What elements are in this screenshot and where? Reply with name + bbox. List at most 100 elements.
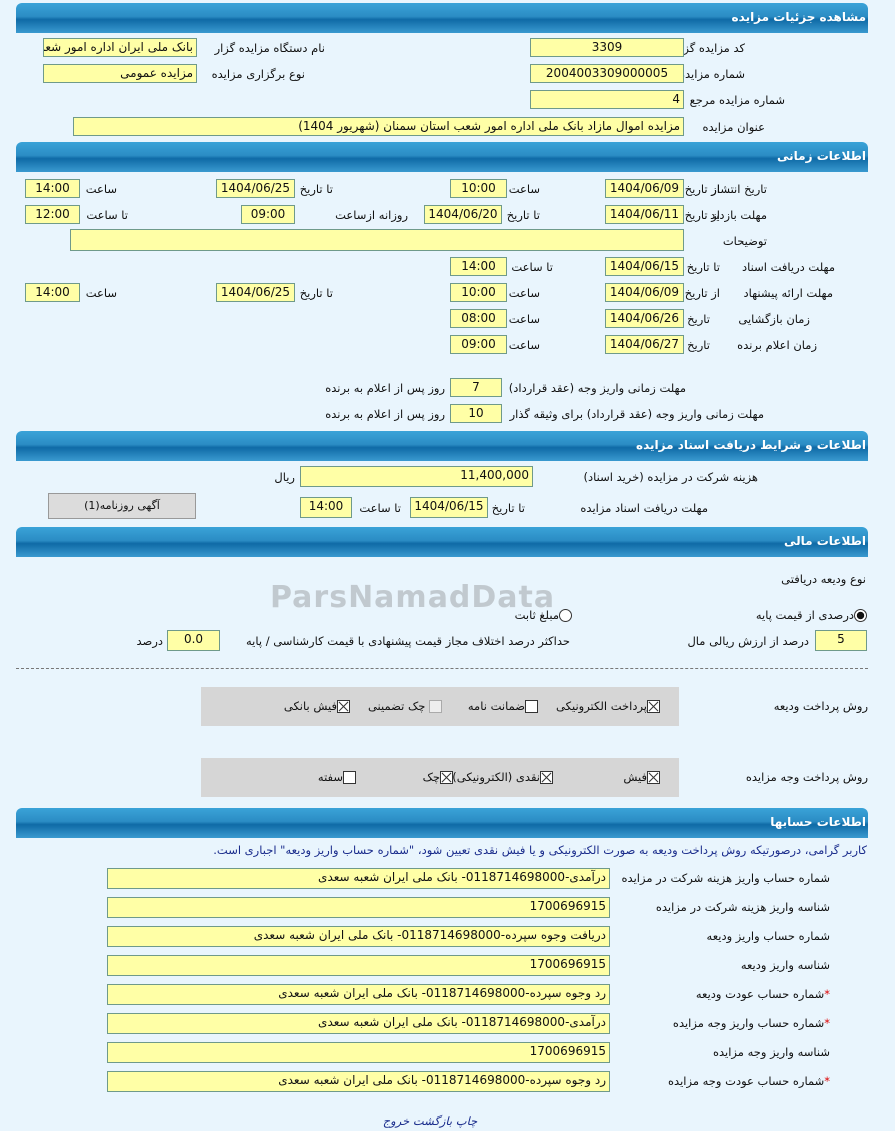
checkbox-icon[interactable] xyxy=(540,771,553,784)
checkbox-icon[interactable] xyxy=(337,700,350,713)
winner-time[interactable]: 09:00 xyxy=(450,335,507,354)
account-label-text: شناسه واریز وجه مزایده xyxy=(712,1045,830,1059)
section-title: اطلاعات مالی xyxy=(783,534,866,548)
account-label: *شماره حساب عودت وجه مزایده xyxy=(668,1073,830,1089)
visit-daily-from-time[interactable]: 09:00 xyxy=(241,205,295,224)
offer-label: مهلت ارائه پیشنهاد xyxy=(743,286,833,300)
deposit-percent-field[interactable]: 5 xyxy=(815,630,867,651)
daily-from-label: روزانه ازساعت xyxy=(335,208,408,222)
section-title: مشاهده جزئیات مزایده xyxy=(731,10,866,24)
pay-days-field[interactable]: 7 xyxy=(450,378,502,397)
account-field[interactable]: درآمدی-0118714698000- بانک ملی ایران شعب… xyxy=(107,868,610,889)
account-label-text: شماره حساب واریز ودیعه xyxy=(706,929,830,943)
offer-from-date[interactable]: 1404/06/09 xyxy=(605,283,684,302)
payment-method-0[interactable]: فیش xyxy=(623,769,660,785)
checkbox-icon[interactable] xyxy=(343,771,356,784)
to-date-label: تا تاریخ xyxy=(299,286,333,300)
docs-deadline-time[interactable]: 14:00 xyxy=(300,497,352,518)
account-field[interactable]: درآمدی-0118714698000- بانک ملی ایران شعب… xyxy=(107,1013,610,1034)
subject-field[interactable]: مزایده اموال مازاد بانک ملی اداره امور ش… xyxy=(73,117,684,136)
type-field[interactable]: مزایده عمومی xyxy=(43,64,197,83)
offer-to-date[interactable]: 1404/06/25 xyxy=(216,283,295,302)
pay2-suffix: روز پس از اعلام به برنده xyxy=(325,407,445,421)
exit-link[interactable]: خروج xyxy=(382,1114,410,1128)
subject-label: عنوان مزایده xyxy=(702,120,765,134)
radio-percent-button[interactable] xyxy=(854,609,867,622)
required-icon: * xyxy=(824,987,830,1001)
pay-deadline-label: مهلت زمانی واریز وجه (عقد قرارداد) xyxy=(508,381,686,395)
print-link[interactable]: چاپ xyxy=(455,1114,478,1128)
checkbox-icon[interactable] xyxy=(429,700,442,713)
visit-label: مهلت بازدید xyxy=(710,208,767,222)
docs-deadline-date[interactable]: 1404/06/15 xyxy=(410,497,488,518)
account-field[interactable]: دریافت وجوه سپرده-0118714698000- بانک مل… xyxy=(107,926,610,947)
deposit-method-1[interactable]: ضمانت نامه xyxy=(468,698,538,714)
radio-fixed-button[interactable] xyxy=(559,609,572,622)
org-label: نام دستگاه مزایده گزار xyxy=(214,41,325,55)
checkbox-icon[interactable] xyxy=(440,771,453,784)
radio-percent[interactable]: درصدی از قیمت پایه xyxy=(756,607,867,623)
account-label-text: شماره حساب عودت ودیعه xyxy=(695,987,825,1001)
date-label: تاریخ xyxy=(687,338,710,352)
max-diff-field[interactable]: 0.0 xyxy=(167,630,220,651)
hour-label: ساعت xyxy=(508,338,540,352)
newspaper-ad-button[interactable]: آگهی روزنامه(1) xyxy=(48,493,196,519)
pay2-deadline-label: مهلت زمانی واریز وجه (عقد قرارداد) برای … xyxy=(509,407,764,421)
ref-field[interactable]: 4 xyxy=(530,90,684,109)
docs-to-time[interactable]: 14:00 xyxy=(450,257,507,276)
open-date[interactable]: 1404/06/26 xyxy=(605,309,684,328)
to-date-label: تا تاریخ xyxy=(506,208,540,222)
visit-to-date[interactable]: 1404/06/20 xyxy=(424,205,502,224)
max-diff-unit: درصد xyxy=(136,634,163,648)
section-header-accounts: اطلاعات حسابها xyxy=(16,808,868,838)
checkbox-icon[interactable] xyxy=(525,700,538,713)
payment-method-label: روش پرداخت وجه مزایده xyxy=(745,770,868,784)
account-label-text: شماره حساب واریز هزینه شرکت در مزایده xyxy=(621,871,830,885)
number-label: شماره مزایده xyxy=(679,67,745,81)
winner-date[interactable]: 1404/06/27 xyxy=(605,335,684,354)
visit-daily-to-time[interactable]: 12:00 xyxy=(25,205,80,224)
open-time[interactable]: 08:00 xyxy=(450,309,507,328)
deposit-method-3[interactable]: فیش بانکی xyxy=(284,698,350,714)
payment-method-1[interactable]: نقدی (الکترونیکی) xyxy=(452,769,553,785)
radio-percent-label: درصدی از قیمت پایه xyxy=(755,608,854,622)
payment-method-3[interactable]: سفته xyxy=(318,769,356,785)
offer-from-time[interactable]: 10:00 xyxy=(450,283,507,302)
deposit-method-0[interactable]: پرداخت الکترونیکی xyxy=(556,698,660,714)
checkbox-icon[interactable] xyxy=(647,771,660,784)
payment-method-2[interactable]: چک xyxy=(423,769,453,785)
code-field[interactable]: 3309 xyxy=(530,38,684,57)
offer-to-time[interactable]: 14:00 xyxy=(25,283,80,302)
account-label: شناسه واریز هزینه شرکت در مزایده xyxy=(656,899,830,915)
radio-fixed[interactable]: مبلغ ثابت xyxy=(515,607,572,623)
account-field[interactable]: 1700696915 xyxy=(107,897,610,918)
publish-to-date[interactable]: 1404/06/25 xyxy=(216,179,295,198)
back-link[interactable]: بازگشت xyxy=(412,1114,453,1128)
account-field[interactable]: رد وجوه سپرده-0118714698000- بانک ملی ای… xyxy=(107,1071,610,1092)
ref-label: شماره مزایده مرجع xyxy=(689,93,785,107)
org-field[interactable]: بانک ملی ایران اداره امور شعب xyxy=(43,38,197,57)
visit-from-date[interactable]: 1404/06/11 xyxy=(605,205,684,224)
to-date-label: تا تاریخ xyxy=(686,260,720,274)
hour-label: ساعت xyxy=(85,286,117,300)
publish-from-date[interactable]: 1404/06/09 xyxy=(605,179,684,198)
account-field[interactable]: 1700696915 xyxy=(107,1042,610,1063)
checkbox-label: چک xyxy=(422,770,440,784)
pay2-days-field[interactable]: 10 xyxy=(450,404,502,423)
desc-field[interactable] xyxy=(70,229,684,251)
fee-field[interactable]: 11,400,000 xyxy=(300,466,533,487)
publish-from-time[interactable]: 10:00 xyxy=(450,179,507,198)
checkbox-icon[interactable] xyxy=(647,700,660,713)
required-icon: * xyxy=(824,1074,830,1088)
account-field[interactable]: رد وجوه سپرده-0118714698000- بانک ملی ای… xyxy=(107,984,610,1005)
publish-label: تاریخ انتشار xyxy=(711,182,767,196)
section-title: اطلاعات و شرایط دریافت اسناد مزایده xyxy=(635,438,866,452)
to-date-label: تا تاریخ xyxy=(299,182,333,196)
number-field[interactable]: 2004003309000005 xyxy=(530,64,684,83)
deposit-method-2[interactable]: چک تضمینی xyxy=(368,698,442,714)
account-field[interactable]: 1700696915 xyxy=(107,955,610,976)
publish-to-time[interactable]: 14:00 xyxy=(25,179,80,198)
to-hour-label: تا ساعت xyxy=(359,501,401,515)
docs-to-date[interactable]: 1404/06/15 xyxy=(605,257,684,276)
checkbox-label: سفته xyxy=(317,770,343,784)
